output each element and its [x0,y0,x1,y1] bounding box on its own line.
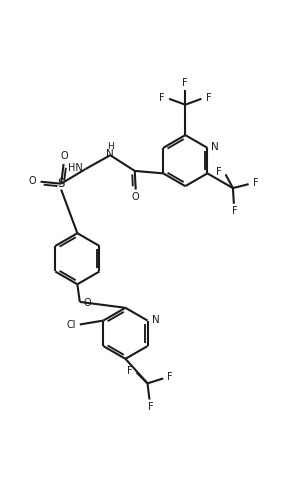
Text: HN: HN [69,164,83,173]
Text: F: F [216,168,222,177]
Text: H: H [107,143,113,151]
Text: F: F [253,178,258,188]
Text: O: O [132,193,139,202]
Text: N: N [211,142,219,152]
Text: O: O [84,298,91,308]
Text: F: F [206,93,211,103]
Text: F: F [232,206,238,216]
Text: S: S [57,177,65,190]
Text: F: F [182,77,188,88]
Text: N: N [151,315,159,324]
Text: F: F [148,402,153,412]
Text: Cl: Cl [66,320,76,330]
Text: O: O [29,176,37,186]
Text: O: O [61,151,68,161]
Text: N: N [106,149,113,159]
Text: F: F [159,93,165,103]
Text: F: F [167,372,173,382]
Text: F: F [127,366,133,376]
